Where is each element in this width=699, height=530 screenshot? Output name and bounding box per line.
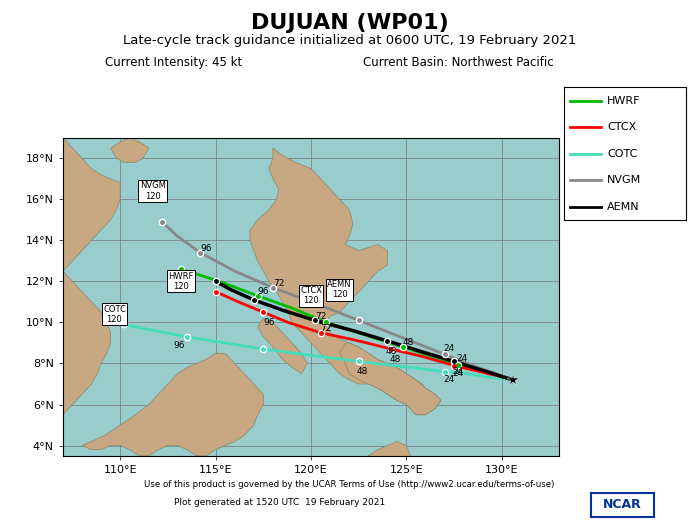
Text: 24: 24 [456, 354, 468, 363]
Polygon shape [63, 138, 120, 271]
Text: AEMN
120: AEMN 120 [327, 280, 352, 299]
Text: 24: 24 [452, 367, 463, 376]
Text: 24: 24 [443, 375, 454, 384]
Polygon shape [250, 148, 441, 415]
Polygon shape [340, 343, 441, 415]
Text: 72: 72 [315, 312, 326, 321]
Text: 48: 48 [403, 339, 414, 348]
Text: 96: 96 [258, 287, 269, 296]
Text: NVGM: NVGM [607, 175, 641, 185]
Text: Current Basin: Northwest Pacific: Current Basin: Northwest Pacific [363, 56, 554, 69]
Text: 48: 48 [386, 347, 397, 356]
Text: Current Intensity: 45 kt: Current Intensity: 45 kt [105, 56, 242, 69]
Text: DUJUAN (WP01): DUJUAN (WP01) [251, 13, 448, 33]
Text: HWRF
120: HWRF 120 [168, 272, 194, 291]
Text: 24: 24 [452, 369, 463, 378]
Polygon shape [311, 441, 410, 530]
Text: 96: 96 [264, 318, 275, 327]
Text: 72: 72 [273, 279, 284, 288]
Text: 96: 96 [173, 340, 185, 349]
Text: Plot generated at 1520 UTC  19 February 2021: Plot generated at 1520 UTC 19 February 2… [174, 498, 385, 507]
Polygon shape [258, 319, 308, 374]
Polygon shape [82, 353, 264, 456]
Text: NVGM
120: NVGM 120 [140, 181, 166, 201]
Polygon shape [308, 11, 350, 81]
Text: 48: 48 [389, 355, 401, 364]
Text: Late-cycle track guidance initialized at 0600 UTC, 19 February 2021: Late-cycle track guidance initialized at… [123, 34, 576, 48]
Text: CTCX
120: CTCX 120 [300, 286, 322, 305]
Text: 24: 24 [443, 343, 454, 352]
Text: NCAR: NCAR [603, 498, 642, 511]
Text: COTC: COTC [607, 149, 637, 158]
Text: Use of this product is governed by the UCAR Terms of Use (http://www2.ucar.edu/t: Use of this product is governed by the U… [144, 480, 555, 489]
Text: AEMN: AEMN [607, 202, 640, 211]
Text: 72: 72 [321, 324, 332, 333]
Text: COTC
120: COTC 120 [103, 305, 126, 324]
Text: 48: 48 [357, 367, 368, 376]
Text: CTCX: CTCX [607, 122, 636, 132]
Polygon shape [110, 138, 149, 162]
Text: 96: 96 [201, 244, 212, 253]
Text: HWRF: HWRF [607, 96, 640, 105]
Polygon shape [63, 271, 110, 446]
